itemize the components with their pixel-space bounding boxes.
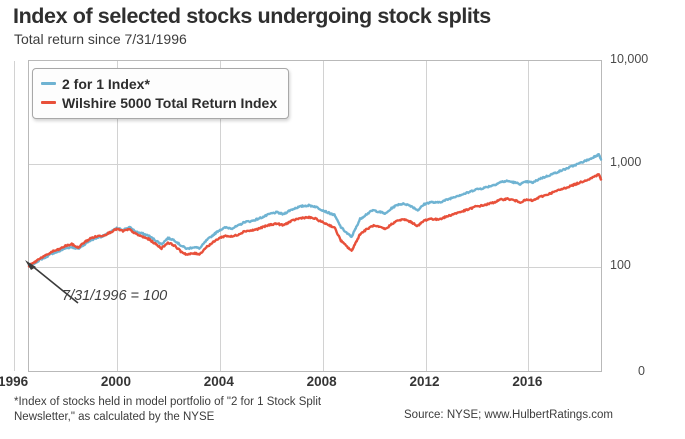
x-axis-tick-label: 2012 [409, 374, 440, 389]
legend-swatch-red [41, 100, 56, 105]
footnote: *Index of stocks held in model portfolio… [14, 396, 322, 423]
series-line [27, 153, 603, 267]
gridline-horizontal [29, 267, 601, 268]
gridline-vertical [426, 61, 427, 371]
x-axis-tick-label: 2016 [512, 374, 543, 389]
annotation-label: 7/31/1996 = 100 [62, 288, 168, 304]
gridline-vertical [220, 61, 221, 371]
x-axis-tick-label: 1996 [0, 374, 29, 389]
y-axis-tick-label: 0 [638, 364, 645, 378]
gridline-vertical [528, 61, 529, 371]
legend-item-red[interactable]: Wilshire 5000 Total Return Index [41, 93, 277, 112]
legend-item-blue[interactable]: 2 for 1 Index* [41, 74, 277, 93]
x-axis-tick-label: 2000 [100, 374, 131, 389]
legend-label-blue: 2 for 1 Index* [62, 75, 150, 92]
chart-subtitle: Total return since 7/31/1996 [14, 31, 187, 47]
gridline-vertical [323, 61, 324, 371]
y-axis-tick-label: 100 [610, 258, 631, 272]
gridline-vertical [117, 61, 118, 371]
series-line [27, 173, 603, 268]
gridline-horizontal [29, 164, 601, 165]
y-axis-tick-label: 1,000 [610, 155, 642, 169]
x-axis-tick-label: 2004 [203, 374, 234, 389]
page-title: Index of selected stocks undergoing stoc… [13, 4, 491, 28]
source-note: Source: NYSE; www.HulbertRatings.com [404, 409, 613, 421]
x-axis-tick-label: 2008 [306, 374, 337, 389]
annotation-arrow-icon [25, 260, 79, 304]
legend-label-red: Wilshire 5000 Total Return Index [62, 94, 278, 111]
legend: 2 for 1 Index* Wilshire 5000 Total Retur… [32, 68, 290, 119]
series-lines [27, 153, 603, 268]
legend-swatch-blue [41, 81, 56, 86]
gridline-vertical [14, 61, 15, 371]
y-axis-tick-label: 10,000 [610, 52, 649, 66]
